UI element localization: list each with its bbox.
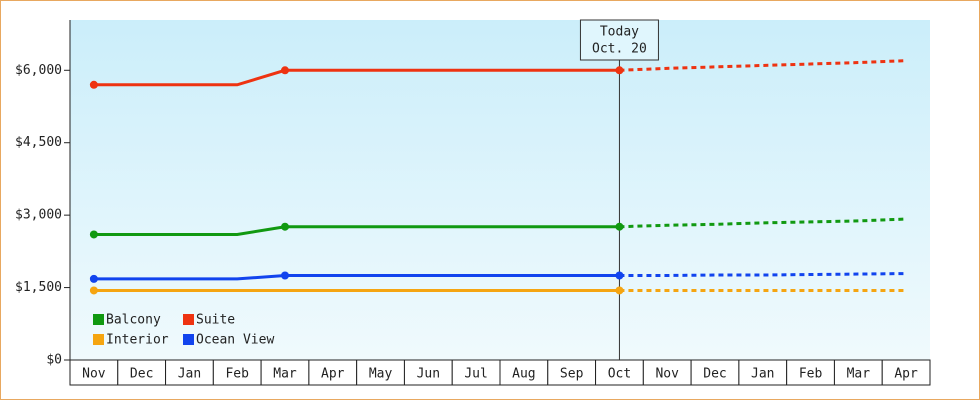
x-tick-label: Apr (321, 367, 345, 382)
x-tick-label: Feb (225, 367, 249, 382)
point (615, 286, 624, 295)
legend-label: Interior (106, 333, 169, 348)
forecast-line (619, 217, 907, 229)
y-tick-label: $6,000 (15, 63, 62, 78)
x-cell (690, 359, 740, 386)
x-cell (260, 359, 310, 386)
x-cell (165, 359, 214, 386)
x-cell (403, 359, 453, 386)
point (89, 230, 98, 239)
x-tick-label: Feb (799, 367, 823, 382)
x-cell (881, 359, 931, 386)
forecast-line (619, 59, 907, 72)
x-tick-label: Dec (130, 367, 153, 382)
forecast-line (619, 272, 907, 277)
legend-swatch (93, 334, 104, 345)
series-line (93, 68, 620, 87)
x-tick-label: May (369, 367, 393, 382)
x-cell (69, 359, 119, 386)
series-line (93, 225, 620, 236)
x-tick-label: Sep (560, 367, 584, 382)
x-cell (117, 359, 167, 386)
series-line (93, 274, 620, 281)
x-cell (833, 359, 883, 386)
x-tick-label: Mar (847, 367, 871, 382)
y-tick-label: $3,000 (15, 208, 62, 223)
x-tick-label: Oct (608, 367, 631, 382)
point (281, 66, 289, 75)
point (615, 66, 624, 75)
point (89, 80, 98, 89)
x-cell (308, 359, 358, 386)
x-tick-label: Jan (178, 367, 201, 382)
y-tick-label: $0 (46, 353, 62, 368)
legend-swatch (183, 314, 194, 325)
x-tick-label: Nov (655, 367, 679, 382)
legend-label: Suite (196, 313, 235, 328)
y-tick-label: $4,500 (15, 135, 62, 150)
x-tick-label: Aug (512, 367, 535, 382)
y-tick-label: $1,500 (15, 280, 62, 295)
point (281, 222, 289, 231)
x-cell (451, 359, 501, 386)
x-tick-label: Nov (82, 367, 106, 382)
x-cell (642, 359, 692, 386)
today-label: Oct. 20 (592, 42, 647, 57)
legend-swatch (93, 314, 104, 325)
plot-area (70, 20, 930, 360)
legend-swatch (183, 334, 194, 345)
x-cell (738, 359, 788, 386)
x-tick-label: Jan (751, 367, 774, 382)
point (89, 286, 98, 295)
legend-label: Balcony (106, 313, 161, 328)
legend-label: Ocean View (196, 333, 274, 348)
x-cell (356, 359, 405, 386)
x-tick-label: Mar (273, 367, 297, 382)
x-tick-label: Apr (894, 367, 918, 382)
point (281, 271, 289, 280)
x-cell (212, 359, 262, 386)
x-cell (786, 359, 835, 386)
point (89, 274, 98, 283)
today-label: Today (600, 25, 639, 40)
x-cell (595, 359, 644, 386)
x-tick-label: Dec (703, 367, 726, 382)
x-tick-label: Jul (464, 367, 487, 382)
today-box (579, 19, 659, 61)
point (615, 222, 624, 231)
x-tick-label: Jun (417, 367, 440, 382)
point (615, 271, 624, 280)
x-cell (499, 359, 549, 386)
